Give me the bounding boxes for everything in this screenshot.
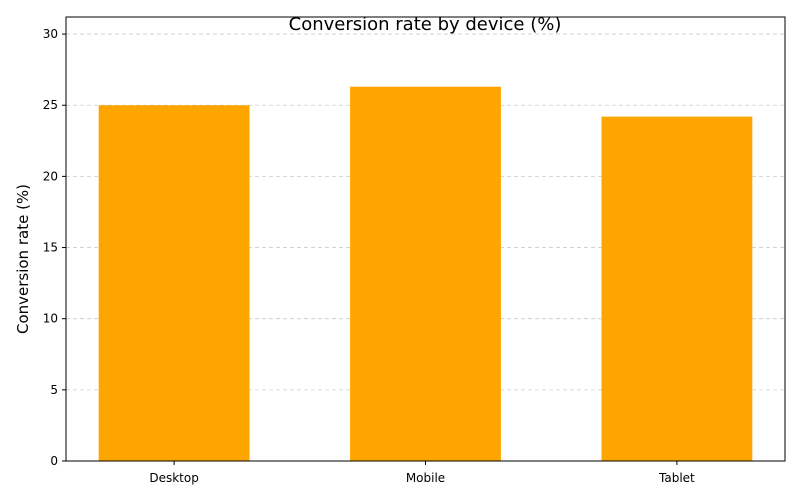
bar-desktop xyxy=(98,105,250,461)
x-tick-label-tablet: Tablet xyxy=(658,471,695,485)
y-tick-label-0: 0 xyxy=(50,454,58,468)
bar-tablet xyxy=(601,116,753,461)
y-axis-ticks: 0 5 10 15 20 25 30 xyxy=(43,27,66,468)
y-tick-label-2: 10 xyxy=(43,312,58,326)
y-tick-label-4: 20 xyxy=(43,169,58,183)
y-tick-label-5: 25 xyxy=(43,98,58,112)
x-tick-label-mobile: Mobile xyxy=(406,471,445,485)
y-axis-label: Conversion rate (%) xyxy=(14,184,32,334)
y-tick-label-1: 5 xyxy=(50,383,58,397)
chart-title: Conversion rate by device (%) xyxy=(289,14,562,35)
y-tick-label-3: 15 xyxy=(43,241,58,255)
x-tick-label-desktop: Desktop xyxy=(149,471,199,485)
y-tick-label-6: 30 xyxy=(43,27,58,41)
bar-mobile xyxy=(350,86,501,461)
x-axis-ticks: Desktop Mobile Tablet xyxy=(149,461,695,485)
bars xyxy=(98,86,753,461)
